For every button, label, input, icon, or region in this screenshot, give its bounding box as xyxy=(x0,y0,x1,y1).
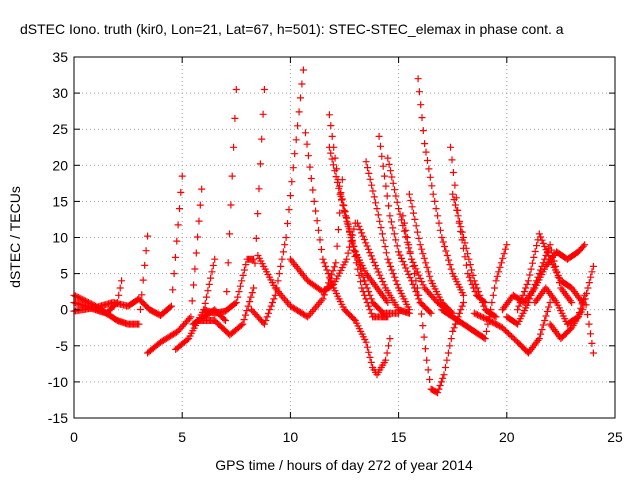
series-markers xyxy=(503,241,576,328)
y-tick-label: 0 xyxy=(60,302,68,318)
y-tick-label: 25 xyxy=(52,121,68,137)
series-markers xyxy=(405,190,457,317)
series-markers xyxy=(336,190,392,306)
y-tick-label: 10 xyxy=(52,230,68,246)
series-markers xyxy=(302,129,394,379)
series-20 xyxy=(414,75,467,299)
series-11 xyxy=(302,129,394,379)
x-tick-label: 25 xyxy=(607,429,623,445)
series-19 xyxy=(405,190,457,317)
series-9 xyxy=(254,176,346,321)
series-15 xyxy=(354,219,413,317)
series-markers xyxy=(438,241,511,343)
series-markers xyxy=(470,299,554,357)
series-8 xyxy=(247,66,307,328)
series-markers xyxy=(70,172,186,319)
series-2 xyxy=(70,172,186,319)
series-markers xyxy=(247,66,307,328)
x-tick-label: 15 xyxy=(391,429,407,445)
series-markers xyxy=(354,219,413,317)
series-14 xyxy=(336,190,392,306)
series-30 xyxy=(503,241,576,328)
series-markers xyxy=(325,111,392,321)
series-markers xyxy=(70,232,152,328)
series-0 xyxy=(70,232,152,328)
series-markers xyxy=(449,190,500,321)
y-tick-label: 15 xyxy=(52,193,68,209)
x-axis: 0 5 10 15 20 25 xyxy=(70,57,623,445)
series-16 xyxy=(362,158,413,314)
series-18 xyxy=(384,154,450,314)
series-markers xyxy=(200,255,258,317)
series-markers xyxy=(362,158,413,314)
y-tick-label: 20 xyxy=(52,157,68,173)
series-markers xyxy=(196,86,268,339)
y-tick-label: 5 xyxy=(60,266,68,282)
x-tick-label: 5 xyxy=(178,429,186,445)
y-tick-label: 35 xyxy=(52,49,68,65)
series-markers xyxy=(514,230,586,314)
grid xyxy=(74,57,615,418)
series-markers xyxy=(531,284,597,357)
y-tick-label: -10 xyxy=(48,374,68,390)
x-tick-label: 0 xyxy=(70,429,78,445)
y-tick-label: -15 xyxy=(48,410,68,426)
series-21 xyxy=(399,212,467,397)
series-markers xyxy=(399,212,467,397)
series-27 xyxy=(514,230,586,314)
series-markers xyxy=(546,262,597,343)
series-markers xyxy=(254,176,346,321)
series-7 xyxy=(200,255,258,317)
series-22 xyxy=(438,241,511,343)
series-23 xyxy=(447,143,489,306)
data-points xyxy=(70,66,597,397)
chart-title: dSTEC Iono. truth (kir0, Lon=21, Lat=67,… xyxy=(20,21,564,37)
series-25 xyxy=(470,299,554,357)
y-tick-label: 30 xyxy=(52,85,68,101)
plot-frame xyxy=(73,56,616,419)
series-markers xyxy=(414,75,467,299)
y-axis-label: dSTEC / TECUs xyxy=(7,186,23,288)
y-tick-label: -5 xyxy=(56,338,69,354)
series-12 xyxy=(325,111,392,321)
x-tick-label: 10 xyxy=(283,429,299,445)
series-29 xyxy=(546,262,597,343)
series-markers xyxy=(384,154,450,314)
series-markers xyxy=(447,143,489,306)
series-6 xyxy=(196,86,268,339)
series-markers xyxy=(144,185,206,357)
series-5 xyxy=(189,86,240,328)
x-tick-label: 20 xyxy=(499,429,515,445)
x-axis-label: GPS time / hours of day 272 of year 2014 xyxy=(215,457,473,473)
series-24 xyxy=(449,190,500,321)
series-28 xyxy=(531,284,597,357)
y-axis: -15 -10 -5 0 5 10 15 20 25 30 35 xyxy=(48,49,615,426)
series-markers xyxy=(189,86,240,328)
series-3 xyxy=(144,185,206,357)
